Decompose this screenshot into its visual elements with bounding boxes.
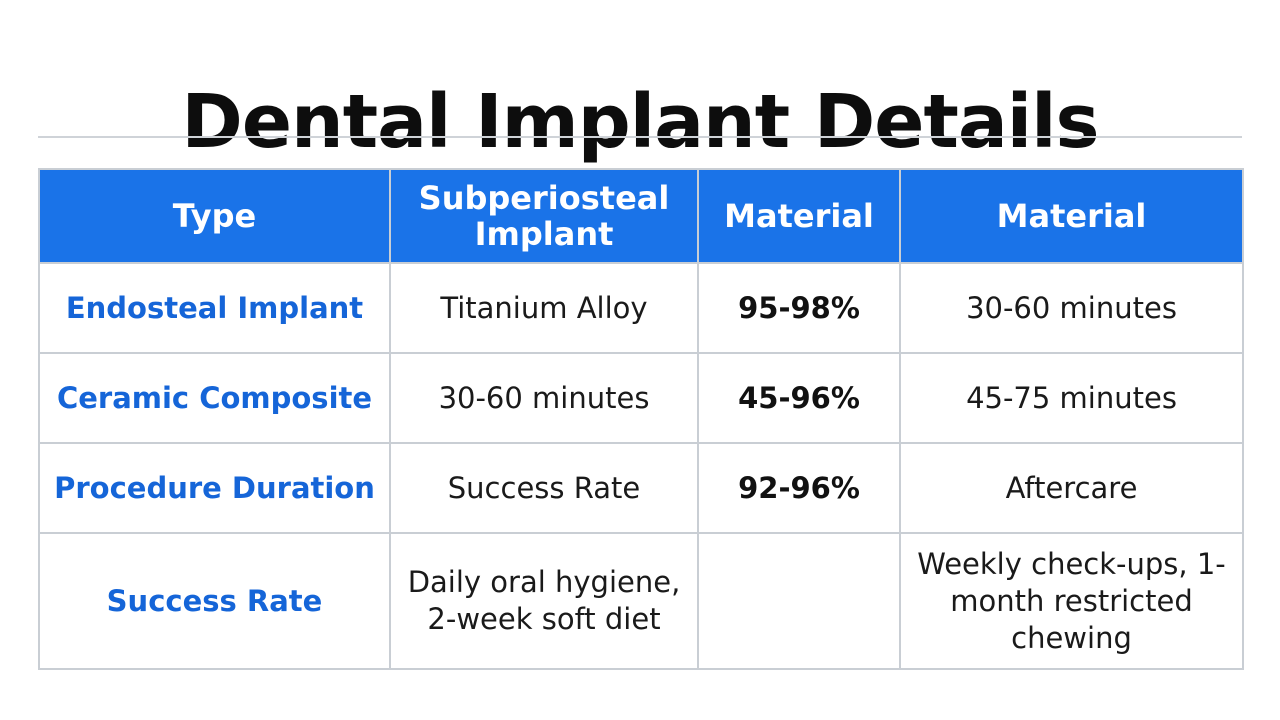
header-cell: Material [899,168,1244,264]
table-row: Success Rate Daily oral hygiene, 2-week … [38,532,1244,670]
table-row: Ceramic Composite 30-60 minutes 45-96% 4… [38,352,1244,444]
row-label: Ceramic Composite [38,352,391,444]
table-cell: Success Rate [389,442,699,534]
table-cell: 92-96% [697,442,901,534]
table-cell: 45-75 minutes [899,352,1244,444]
header-cell: Type [38,168,391,264]
table-cell: 45-96% [697,352,901,444]
table-cell: Aftercare [899,442,1244,534]
table-cell: 30-60 minutes [389,352,699,444]
table-cell: 95-98% [697,262,901,354]
table-cell: 30-60 minutes [899,262,1244,354]
table-cell: Weekly check-ups, 1-month restricted che… [899,532,1244,670]
header-row: Type Subperiosteal Implant Material Mate… [38,168,1244,264]
table-row: Endosteal Implant Titanium Alloy 95-98% … [38,262,1244,354]
row-label: Success Rate [38,532,391,670]
table-cell: Daily oral hygiene, 2-week soft diet [389,532,699,670]
header-cell: Material [697,168,901,264]
table-cell: Titanium Alloy [389,262,699,354]
title-divider [38,136,1242,138]
row-label: Endosteal Implant [38,262,391,354]
table-row: Procedure Duration Success Rate 92-96% A… [38,442,1244,534]
implant-table: Type Subperiosteal Implant Material Mate… [38,168,1244,670]
table-body: Endosteal Implant Titanium Alloy 95-98% … [38,262,1244,670]
table-cell [697,532,901,670]
table-header: Type Subperiosteal Implant Material Mate… [38,168,1244,264]
page-title: Dental Implant Details [181,78,1099,165]
row-label: Procedure Duration [38,442,391,534]
header-cell: Subperiosteal Implant [389,168,699,264]
